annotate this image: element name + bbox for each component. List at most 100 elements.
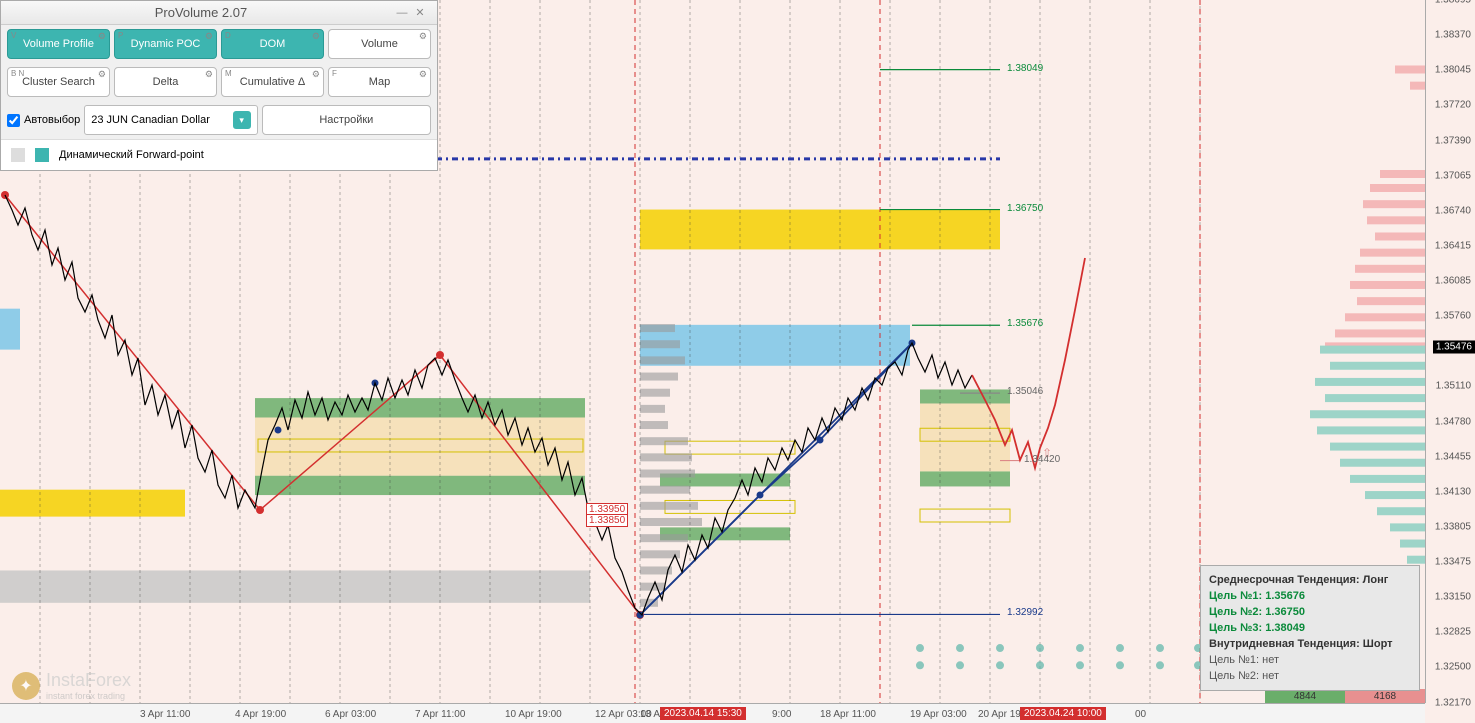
panel-row-1: V⚙Volume ProfileP⚙Dynamic POCD⚙DOM⚙Volum… [1,25,437,63]
chevron-down-icon[interactable]: ▾ [233,111,251,129]
volbar-green: 4844 [1265,689,1345,703]
price-level-label: 1.34420 [1022,454,1062,465]
instrument-select[interactable]: 23 JUN Canadian Dollar ▾ [84,105,257,135]
y-tick-label: 1.35110 [1436,381,1471,392]
y-tick-label: 1.36415 [1435,240,1471,251]
panel-row-3: Автовыбор 23 JUN Canadian Dollar ▾ Настр… [1,101,437,139]
panel-btn-volume-profile[interactable]: V⚙Volume Profile [7,29,110,59]
x-tick-label: 10 Apr 19:00 [505,709,562,720]
autoselect-checkbox[interactable]: Автовыбор [7,105,80,135]
y-tick-label: 1.38370 [1435,30,1471,41]
instrument-value: 23 JUN Canadian Dollar [91,114,232,126]
x-tick-label: 13 A [640,709,660,720]
panel-btn-cluster-search[interactable]: B N⚙Cluster Search [7,67,110,97]
x-tick-label: 18 Apr 11:00 [820,709,876,720]
y-tick-label: 1.35760 [1435,311,1471,322]
target1-line: Цель №1: 1.35676 [1209,588,1411,604]
x-tick-label: 6 Apr 03:00 [325,709,376,720]
x-axis: 3 Apr 11:00 4 Apr 19:00 6 Apr 03:00 7 Apr 1… [0,703,1425,723]
price-level-label: 1.32992 [1005,607,1045,618]
intra2-line: Цель №2: нет [1209,668,1411,684]
y-tick-label: 1.33805 [1435,521,1471,532]
x-tick-label: 19 Apr 03:00 [910,709,967,720]
panel-btn-dynamic-poc[interactable]: P⚙Dynamic POC [114,29,217,59]
y-tick-label: 1.33150 [1435,592,1471,603]
y-tick-label: 1.38045 [1435,65,1471,76]
minimize-icon[interactable]: — [393,7,411,19]
intra1-value: нет [1262,654,1279,666]
watermark-sub: instant forex trading [46,691,131,701]
autoselect-input[interactable] [7,114,20,127]
watermark-brand: InstaForex [46,670,131,690]
y-tick-label: 1.32500 [1435,662,1471,673]
intra1-label: Цель №1: [1209,654,1259,666]
y-tick-label: 1.36085 [1435,276,1471,287]
x-tick-label: 7 Apr 11:00 [415,709,465,720]
intra-trend-value: Шорт [1363,638,1393,650]
volbar-red: 4168 [1345,689,1425,703]
y-tick-label: 1.33475 [1435,557,1471,568]
x-tick-label: 3 Apr 11:00 [140,709,190,720]
panel-bottom: Динамический Forward-point [1,139,437,170]
volume-bar: 48444168 [1265,689,1425,703]
intra-trend-line: Внутридневная Тенденция: Шорт [1209,636,1411,652]
x-tick-label: 4 Apr 19:00 [235,709,286,720]
panel-row-2: B N⚙Cluster Search⚙DeltaM⚙Cumulative ΔF⚙… [1,63,437,101]
panel-titlebar[interactable]: ProVolume 2.07 — ✕ [1,1,437,25]
price-level-label: 1.35046 [1005,386,1045,397]
y-tick-label: 1.34455 [1435,451,1471,462]
x-tick-label: 2023.04.24 10:00 [1020,707,1106,720]
target1-label: Цель №1: [1209,590,1262,602]
y-tick-label: 1.35476 [1433,340,1475,353]
panel-btn-volume[interactable]: ⚙Volume [328,29,431,59]
price-level-label: 1.35676 [1005,318,1045,329]
target1-value: 1.35676 [1265,590,1305,602]
y-tick-label: 1.34130 [1435,486,1471,497]
provolume-panel: ProVolume 2.07 — ✕ V⚙Volume ProfileP⚙Dyn… [0,0,438,171]
intra-trend-label: Внутридневная Тенденция: [1209,638,1360,650]
y-tick-label: 1.37065 [1435,170,1471,181]
watermark: ✦ InstaForex instant forex trading [12,670,131,701]
price-box: 1.33850 [586,514,628,527]
mid-trend-label: Среднесрочная Тенденция: [1209,574,1360,586]
y-axis: 1.38695 1.38370 1.38045 1.37720 1.37390 1.370… [1425,0,1475,703]
x-tick-label: 20 Apr 19 [978,709,1021,720]
panel-title: ProVolume 2.07 [9,5,393,20]
swatch-gray [11,148,25,162]
panel-btn-dom[interactable]: D⚙DOM [221,29,324,59]
price-level-label: 1.36750 [1005,203,1045,214]
price-level-label: 1.38049 [1005,63,1045,74]
intra2-value: нет [1262,670,1279,682]
target2-label: Цель №2: [1209,606,1262,618]
autoselect-label: Автовыбор [24,114,80,126]
x-tick-label: 00 [1135,709,1146,720]
intra2-label: Цель №2: [1209,670,1259,682]
logo-icon: ✦ [12,672,40,700]
panel-btn-cumulative-[interactable]: M⚙Cumulative Δ [221,67,324,97]
y-tick-label: 1.37720 [1435,100,1471,111]
y-tick-label: 1.34780 [1435,416,1471,427]
panel-btn-map[interactable]: F⚙Map [328,67,431,97]
mid-trend-value: Лонг [1363,574,1389,586]
mid-trend-line: Среднесрочная Тенденция: Лонг [1209,572,1411,588]
settings-label: Настройки [319,114,373,126]
target2-value: 1.36750 [1265,606,1305,618]
target3-line: Цель №3: 1.38049 [1209,620,1411,636]
panel-btn-delta[interactable]: ⚙Delta [114,67,217,97]
target3-label: Цель №3: [1209,622,1262,634]
x-tick-label: 9:00 [772,709,791,720]
forward-point-label: Динамический Forward-point [59,149,204,161]
y-tick-label: 1.32170 [1435,698,1471,709]
y-tick-label: 1.32825 [1435,627,1471,638]
swatch-teal [35,148,49,162]
trend-infobox: Среднесрочная Тенденция: Лонг Цель №1: 1… [1200,565,1420,691]
target2-line: Цель №2: 1.36750 [1209,604,1411,620]
settings-button[interactable]: Настройки [262,105,431,135]
y-tick-label: 1.38695 [1435,0,1471,6]
x-tick-label: 2023.04.14 15:30 [660,707,746,720]
close-icon[interactable]: ✕ [411,6,429,19]
intra1-line: Цель №1: нет [1209,652,1411,668]
y-tick-label: 1.36740 [1435,205,1471,216]
y-tick-label: 1.37390 [1435,135,1471,146]
target3-value: 1.38049 [1265,622,1305,634]
